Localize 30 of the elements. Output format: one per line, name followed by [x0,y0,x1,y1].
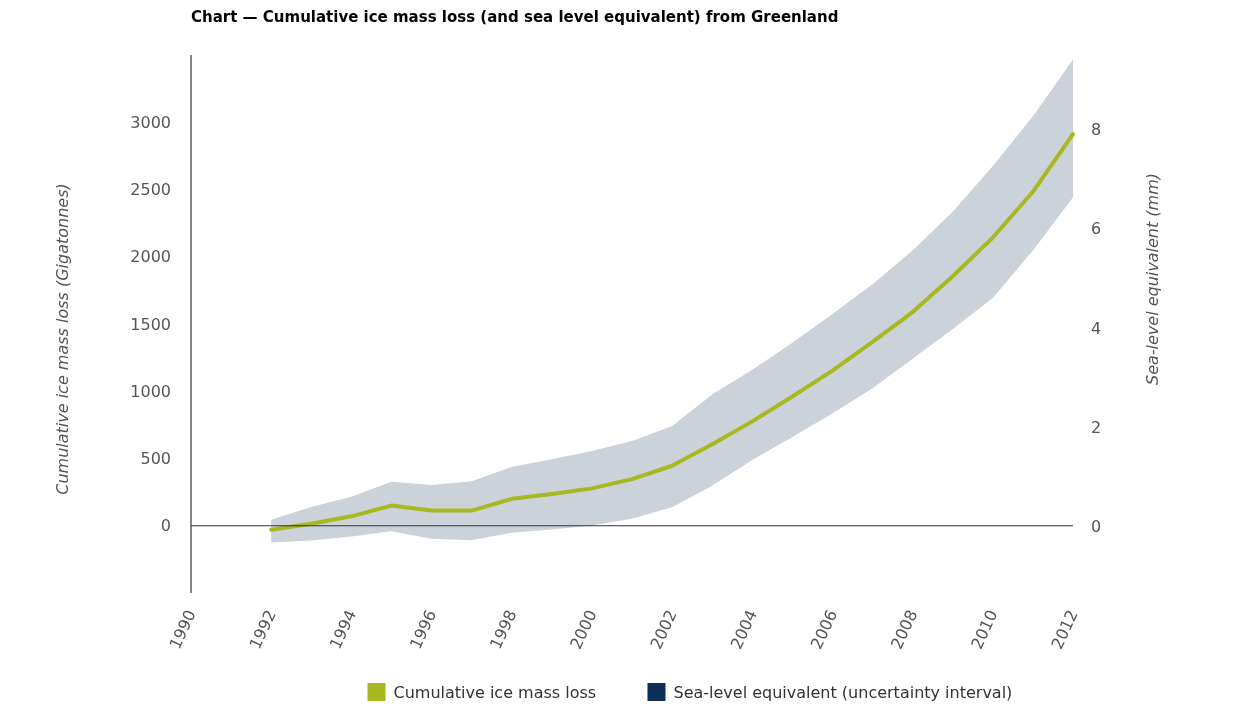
x-tick-label: 1994 [325,607,361,652]
text: Sea-level equivalent (uncertainty interval) [673,683,1013,702]
x-tick-label: 2000 [566,607,601,652]
x-tick-label: 1996 [405,607,441,652]
x-tick-label: 2010 [967,607,1002,652]
x-tick-label: 1992 [245,607,280,652]
y-tick-label: 1000 [130,381,171,401]
x-tick-label: 2012 [1047,607,1082,652]
x-tick-label: 2002 [646,607,681,652]
y-tick-label: 2500 [130,180,171,200]
y2-tick-label: 0 [1091,517,1102,537]
chart-title: Chart — Cumulative ice mass loss (and sea level equivalent) from Greenland [191,8,839,26]
line-series [269,132,1075,532]
legend-label: Cumulative ice mass loss [393,683,597,702]
x-tick-label: 1998 [486,607,521,652]
x-tick-label: 2008 [886,607,922,652]
y2-tick-label: 6 [1091,219,1102,239]
x-tick-label: 1990 [165,607,200,652]
y-tick-label: 3000 [130,112,171,132]
y-tick-label: 0 [160,516,171,536]
y2-tick-label: 2 [1091,418,1102,438]
y2-tick-label: 8 [1091,119,1102,139]
x-tick-label: 2004 [726,607,761,652]
x-tick-label: 2006 [806,607,842,652]
y-axis-title: Cumulative ice mass loss (Gigatonnes) [53,183,72,495]
y-tick-label: 500 [140,449,171,469]
y-tick-label: 2000 [130,247,171,267]
y-tick-label: 1500 [130,314,171,334]
y2-axis-title: Sea-level equivalent (mm) [1143,172,1162,386]
y2-tick-label: 4 [1091,318,1102,338]
